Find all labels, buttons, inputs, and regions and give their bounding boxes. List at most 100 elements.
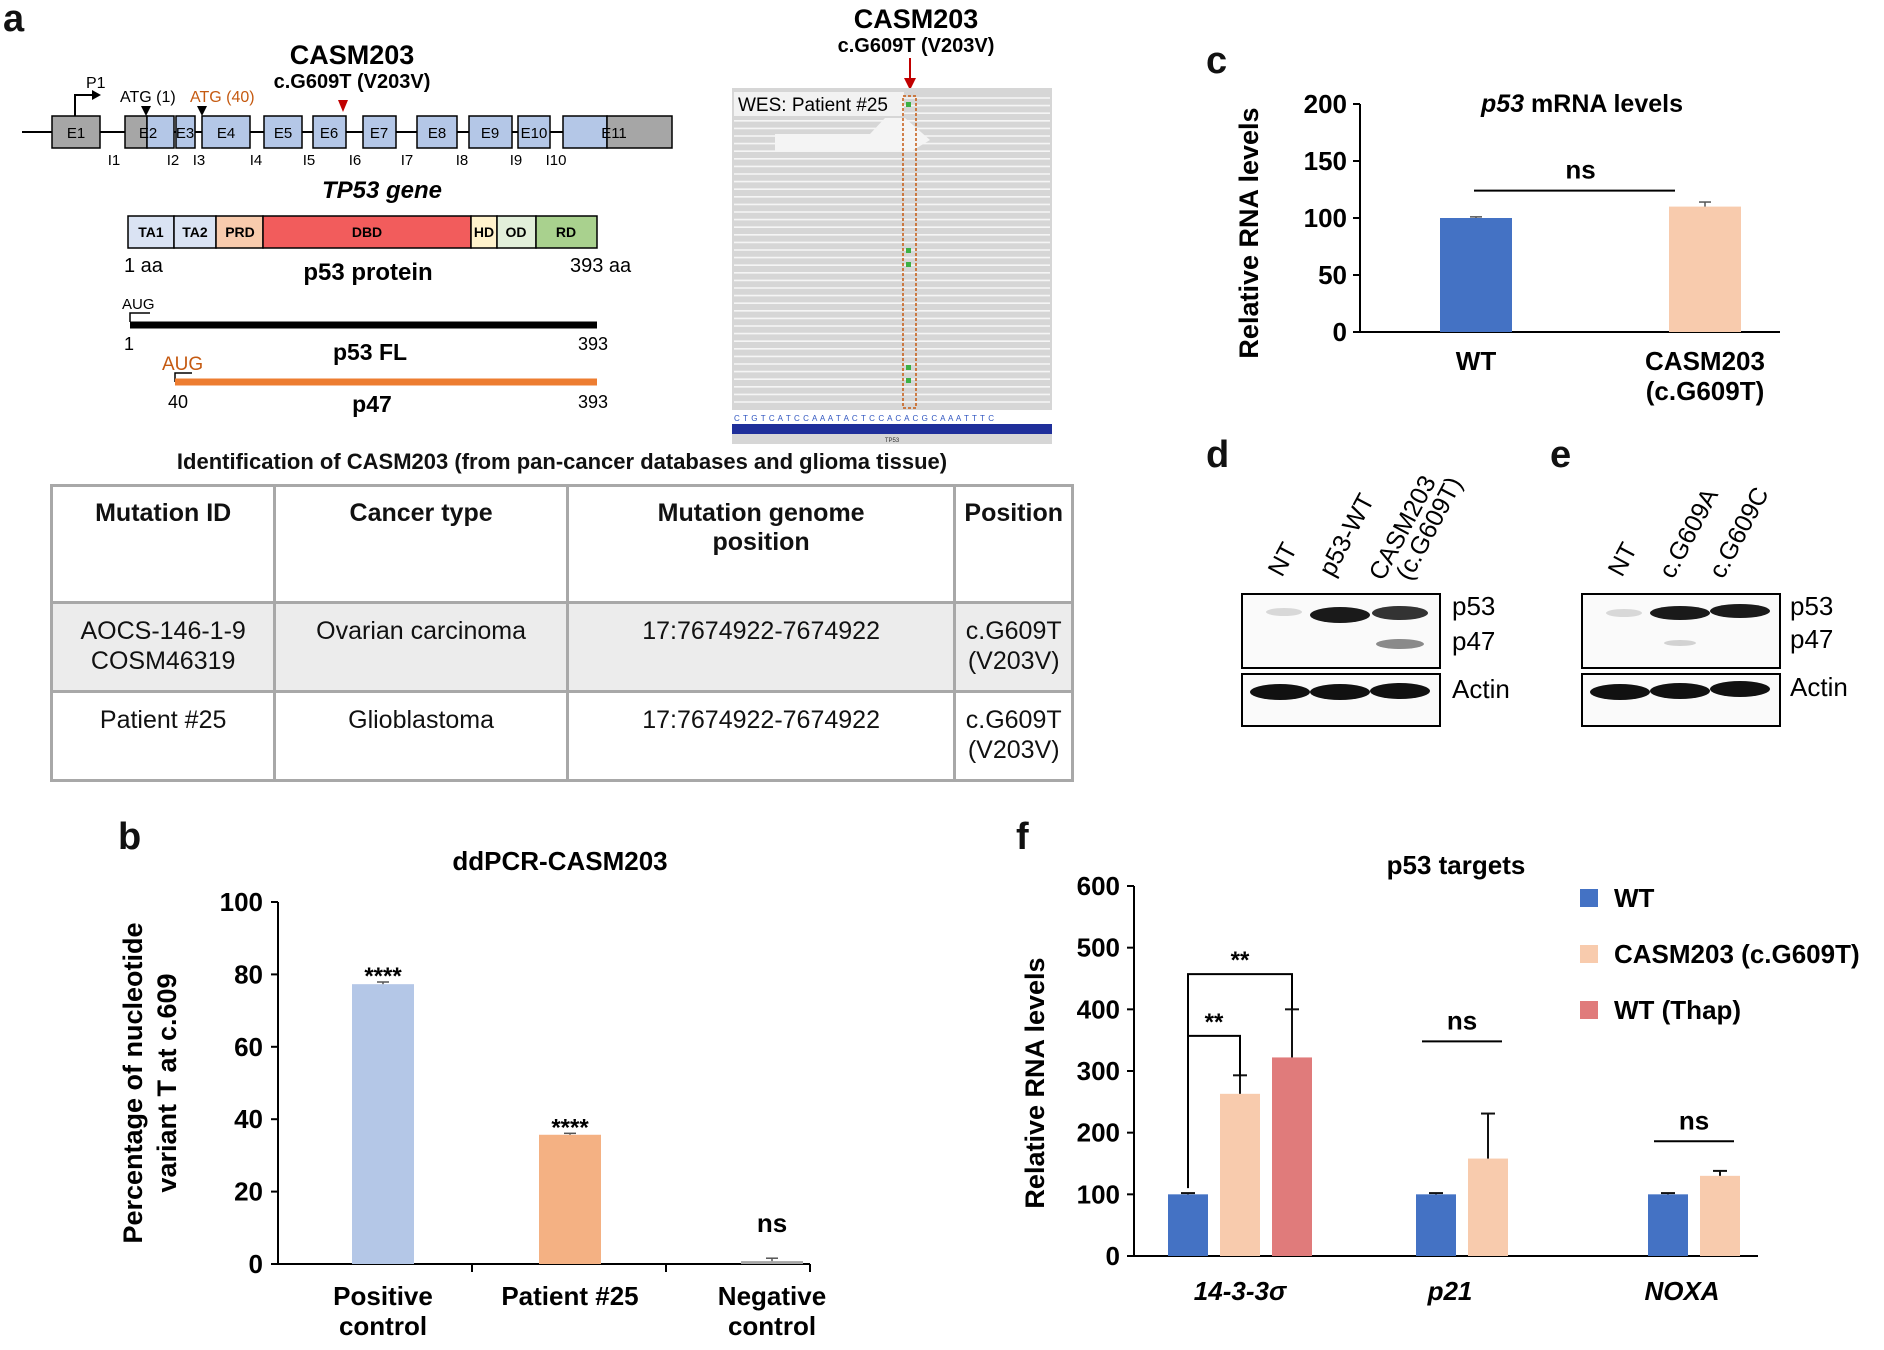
x-tick-label: NOXA: [1644, 1276, 1719, 1306]
table-cell: 17:7674922-7674922: [565, 690, 957, 782]
intron-label: I2: [167, 152, 180, 169]
x-tick-label: WT: [1456, 346, 1497, 376]
exon-e8: E8: [416, 115, 458, 149]
chart-title-italic: p53: [1480, 90, 1524, 118]
cell-line: c.G609T: [965, 617, 1062, 645]
exon-e3: E3: [175, 115, 196, 149]
x-tick-label: p21: [1427, 1276, 1473, 1306]
panel-letter-e: e: [1550, 434, 1572, 476]
cell-line: Patient #25: [99, 706, 227, 734]
p47-end-label: 393: [578, 392, 608, 412]
band-label: p53: [1790, 591, 1833, 621]
exon-label: E5: [274, 125, 292, 142]
chart-title-rest: mRNA levels: [1524, 90, 1683, 118]
atg1-label: ATG (1): [120, 89, 176, 106]
table-header: Cancer type: [273, 484, 569, 604]
wes-subtitle: c.G609T (V203V): [838, 35, 995, 57]
legend-swatch: [1580, 1001, 1598, 1019]
exon-label: E6: [320, 125, 338, 142]
y-axis-label: Percentage of nucleotide: [118, 922, 148, 1243]
significance-bracket: [1187, 973, 1293, 1189]
p47-label: p47: [352, 391, 392, 417]
y-tick-label: 20: [234, 1177, 263, 1207]
x-tick-label: Negative: [718, 1281, 826, 1311]
wes-aa-bar: [732, 424, 1052, 434]
wes-variant-mark: [906, 378, 911, 383]
wes-variant-mark: [906, 248, 911, 253]
y-tick-label: 300: [1077, 1056, 1120, 1086]
atg40-label: ATG (40): [190, 89, 255, 106]
blot-band: [1310, 684, 1370, 700]
mutation-title: CASM203: [290, 40, 415, 70]
blot-band: [1710, 681, 1770, 697]
exon-label: E10: [521, 125, 548, 142]
table-header: Mutation ID: [49, 484, 277, 604]
y-tick-label: 400: [1077, 994, 1120, 1024]
wes-view: CASM203 c.G609T (V203V) WES: Patient #25…: [732, 4, 1052, 444]
table-header-text: Mutation genome position: [657, 499, 865, 556]
cell-line: COSM46319: [90, 647, 236, 675]
blot-band: [1310, 607, 1370, 623]
p47-start-label: 40: [168, 392, 188, 412]
exon-label: E7: [370, 125, 388, 142]
protein-domains: TA1 TA2 PRD DBD HD OD RD: [127, 215, 598, 249]
wes-sequence: C T G T C A T C C A A A T A C T C C A C …: [734, 414, 995, 423]
bar: [1669, 206, 1741, 332]
wes-variant-mark: [906, 262, 911, 267]
band-label: p53: [1452, 591, 1495, 621]
table-row: AOCS-146-1-9 COSM46319 Ovarian carcinoma …: [49, 601, 1074, 693]
panel-letter-c: c: [1206, 40, 1228, 82]
table-cell: Patient #25: [49, 690, 277, 782]
chart-b: ddPCR-CASM203 0 20 40 60 80 100 Percentage of n…: [118, 846, 826, 1340]
wes-reads: [734, 97, 1050, 403]
fl-end-label: 393: [578, 334, 608, 354]
exon-label: E11: [601, 125, 627, 142]
wes-variant-mark: [906, 102, 911, 107]
table-cell: Glioblastoma: [273, 690, 569, 782]
bar: [539, 1134, 601, 1264]
protein-label: p53 protein: [303, 259, 432, 286]
bar: [1220, 1093, 1260, 1256]
domain-label: RD: [556, 224, 576, 240]
blot-band: [1376, 639, 1424, 649]
blot-band: [1650, 606, 1710, 620]
promoter-arrowhead-icon: [92, 90, 101, 100]
bar: [1416, 1194, 1456, 1256]
exon-label: E4: [217, 125, 235, 142]
intron-label: I8: [456, 152, 469, 169]
blot-band: [1372, 606, 1428, 620]
blot-box-actin: [1241, 673, 1441, 727]
lane-label: NT: [1263, 538, 1303, 581]
blot-band: [1650, 683, 1710, 699]
chart-title: p53 mRNA levels: [1480, 90, 1683, 118]
bar: [1168, 1194, 1208, 1256]
legend-label: WT: [1614, 883, 1655, 913]
y-tick-label: 200: [1077, 1118, 1120, 1148]
significance-label: ****: [364, 963, 402, 990]
exon-e10: E10: [517, 115, 551, 149]
promoter-arrow-icon: [74, 94, 92, 118]
significance-label: ns: [1565, 155, 1595, 185]
y-tick-label: 0: [249, 1249, 263, 1279]
exon-label: E3: [176, 125, 194, 142]
significance-label: ****: [551, 1114, 589, 1141]
y-axis-label: variant T at c.609: [152, 973, 182, 1192]
table-cell: Ovarian carcinoma: [273, 601, 569, 693]
exon-e7: E7: [362, 115, 397, 149]
blot-band: [1606, 609, 1642, 617]
wes-label: WES: Patient #25: [738, 95, 888, 116]
atg1-marker-icon: [141, 106, 151, 116]
table-header: Mutation genome position: [565, 484, 957, 604]
band-label: p47: [1790, 624, 1833, 654]
exon-e2: E2: [124, 115, 175, 149]
gene-label: TP53 gene: [322, 177, 442, 204]
wes-variant-mark: [906, 365, 911, 370]
y-axis-label: Relative RNA levels: [1234, 107, 1264, 358]
mutation-marker-icon: [338, 100, 348, 112]
cell-line: (V203V): [967, 736, 1060, 764]
protein-start-label: 1 aa: [124, 255, 164, 277]
blot-band: [1370, 683, 1430, 699]
band-label: Actin: [1452, 674, 1510, 704]
table-cell: 17:7674922-7674922: [565, 601, 957, 693]
y-tick-label: 40: [234, 1104, 263, 1134]
